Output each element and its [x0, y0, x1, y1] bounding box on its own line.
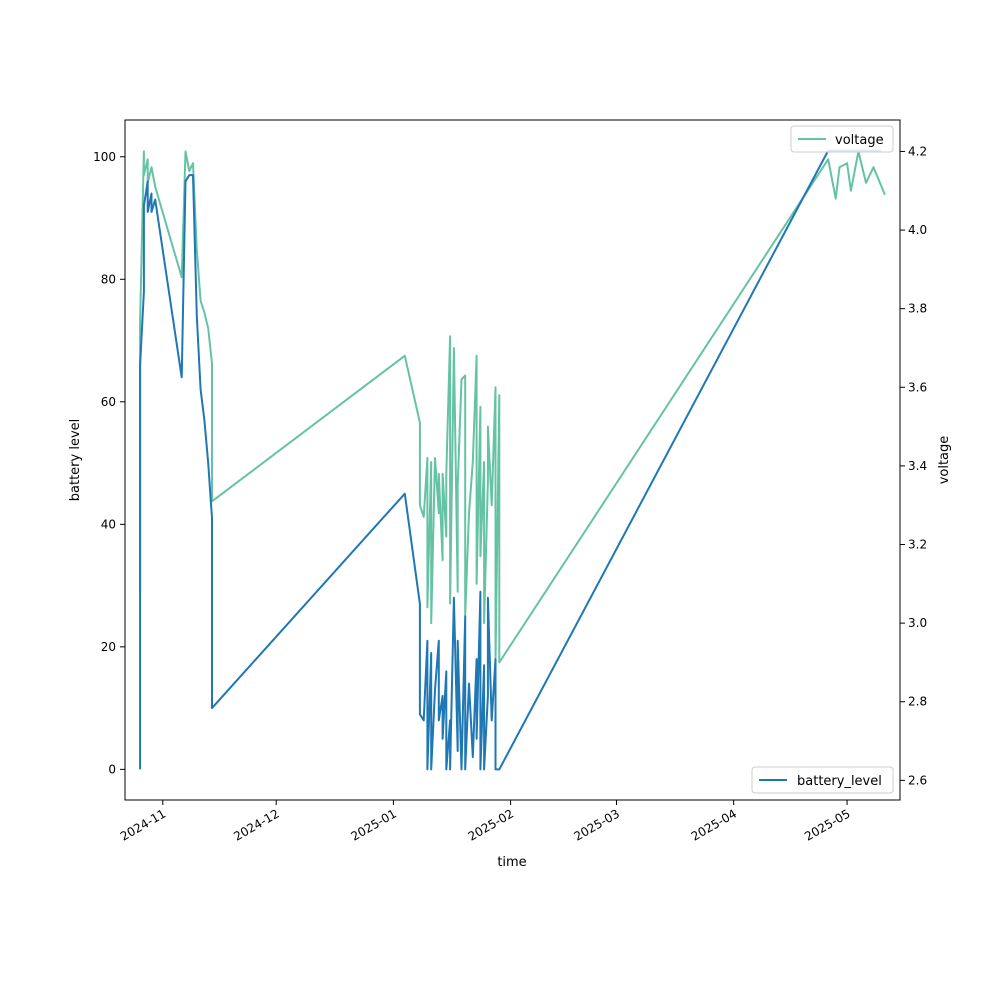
x-tick-label: 2025-02	[466, 806, 516, 843]
right-y-tick-label: 4.0	[908, 223, 927, 237]
right-y-axis-label: voltage	[937, 436, 952, 485]
battery-level-series	[139, 149, 882, 771]
x-tick-label: 2024-11	[118, 806, 168, 843]
left-y-tick-label: 80	[101, 272, 116, 286]
right-y-tick-label: 2.6	[908, 773, 927, 787]
x-tick-label: 2025-05	[802, 806, 852, 843]
right-y-tick-label: 3.4	[908, 459, 927, 473]
left-y-tick-label: 0	[108, 762, 116, 776]
x-tick-label: 2024-12	[231, 806, 281, 843]
left-y-axis-ticks: 0 20 40 60 80 100	[93, 150, 125, 776]
right-y-tick-label: 2.8	[908, 695, 927, 709]
legend-battery-level-label: battery_level	[797, 774, 882, 789]
x-tick-label: 2025-01	[348, 806, 398, 843]
left-y-tick-label: 60	[101, 395, 116, 409]
right-y-tick-label: 4.2	[908, 144, 927, 158]
series-line-voltage	[139, 150, 886, 664]
x-tick-label: 2025-03	[572, 806, 622, 843]
left-y-axis-label: battery level	[68, 419, 83, 502]
right-y-tick-label: 3.0	[908, 616, 927, 630]
series-line-battery-level	[139, 149, 882, 771]
right-y-axis-ticks: 2.6 2.8 3.0 3.2 3.4 3.6 3.8 4.0 4.2	[900, 144, 927, 787]
x-tick-label: 2025-04	[689, 806, 739, 843]
left-y-tick-label: 20	[101, 640, 116, 654]
right-y-tick-label: 3.8	[908, 302, 927, 316]
legend-battery-level-box	[751, 766, 894, 794]
legend-voltage: voltage	[790, 125, 894, 153]
left-y-tick-label: 100	[93, 150, 116, 164]
right-y-tick-label: 3.2	[908, 538, 927, 552]
legend-battery-level: battery_level	[751, 766, 894, 794]
x-axis-label: time	[497, 855, 526, 870]
left-y-tick-label: 40	[101, 517, 116, 531]
voltage-series	[139, 150, 886, 664]
x-axis-ticks: 2024-11 2024-12 2025-01 2025-02 2025-03 2025-…	[118, 800, 853, 844]
plot-frame	[124, 119, 901, 801]
legend-voltage-label: voltage	[835, 133, 884, 148]
legend-voltage-box	[790, 125, 894, 153]
right-y-tick-label: 3.6	[908, 380, 927, 394]
